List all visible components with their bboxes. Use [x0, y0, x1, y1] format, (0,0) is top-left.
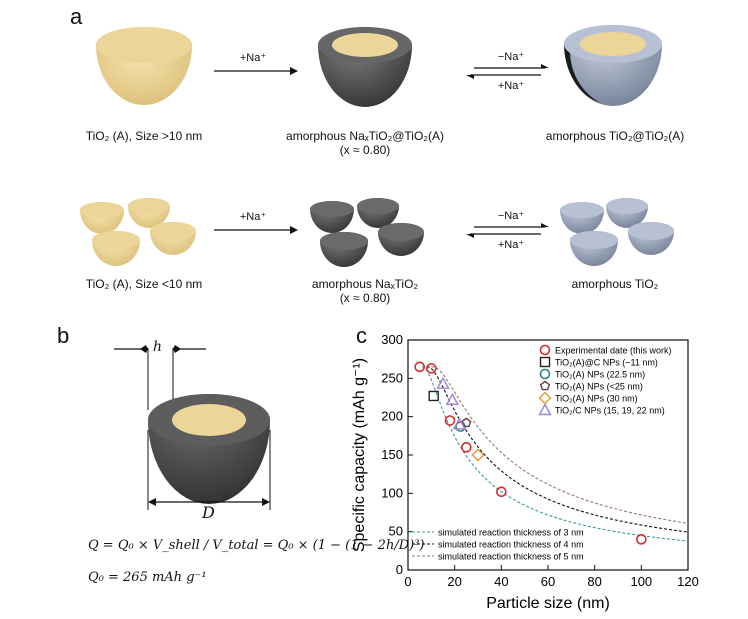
- x-tick-label: 80: [587, 574, 601, 589]
- data-point: [636, 534, 647, 545]
- data-point: [428, 390, 439, 402]
- caption-x-value-row1: (x ≈ 0.80): [339, 143, 391, 157]
- data-point: [452, 417, 467, 430]
- caption-tio2-large: TiO₂ (A), Size >10 nm: [85, 129, 203, 143]
- legend-marker: [539, 380, 551, 391]
- legend-curve-label: simulated reaction thickness of 3 nm: [438, 528, 584, 538]
- caption-amorphous-shell: amorphous TiO₂@TiO₂(A): [545, 129, 685, 143]
- x-tick-label: 40: [494, 574, 508, 589]
- legend-label: TiO₂/C NPs (15, 19, 22 nm): [555, 406, 665, 416]
- x-tick-label: 0: [404, 574, 411, 589]
- caption-amorphous-tio2: amorphous TiO₂: [571, 277, 659, 291]
- legend-label: TiO₂(A)@C NPs (~11 nm): [555, 358, 658, 368]
- arrow-label-row2-desodiation: −Na⁺: [497, 210, 525, 222]
- x-tick-label: 100: [630, 574, 652, 589]
- arrow-sodiation-row1: [214, 67, 298, 75]
- x-tick-label: 120: [677, 574, 699, 589]
- data-point: [496, 486, 507, 498]
- y-tick-label: 50: [389, 524, 403, 539]
- data-point: [444, 415, 456, 426]
- arrow-reversible-row2: [466, 223, 549, 238]
- capacity-chart: 0 20 40 60 80 100 120 0 50 100 150 200 250 300 Particl…: [351, 332, 699, 612]
- x-tick-label: 20: [447, 574, 461, 589]
- data-point: [445, 392, 460, 406]
- y-axis-label: Specific capacity (mAh g⁻¹): [351, 358, 368, 552]
- data-point: [414, 361, 425, 373]
- legend-label: Experimental date (this work): [555, 346, 672, 356]
- legend-label: TiO₂(A) NPs (22.5 nm): [555, 370, 645, 380]
- formula-q: Q = Q₀ × V_shell / V_total = Q₀ × (1 − (…: [88, 538, 425, 553]
- hemisphere-naxtio2-shell: [318, 27, 412, 107]
- data-point: [426, 363, 437, 374]
- label-d: D: [202, 503, 215, 522]
- legend-marker: [539, 368, 551, 380]
- legend-curve-label: simulated reaction thickness of 4 nm: [438, 540, 584, 550]
- small-hemispheres-amorphous-tio2: [560, 198, 674, 266]
- caption-tio2-small: TiO₂ (A), Size <10 nm: [85, 277, 203, 291]
- x-tick-label: 60: [541, 574, 555, 589]
- simulated-curve-5nm: [431, 366, 689, 524]
- caption-naxtio2: amorphous NaₓTiO₂: [311, 277, 419, 291]
- arrow-reversible-row1: [466, 64, 549, 79]
- legend-label: TiO₂(A) NPs (30 nm): [555, 394, 638, 404]
- panel-a-letter: a: [70, 4, 83, 29]
- data-point: [461, 442, 472, 453]
- arrow-label-row2-resodiation: +Na⁺: [497, 239, 525, 251]
- panel-a-illustration: [80, 25, 674, 267]
- legend-marker: [539, 356, 551, 368]
- label-h: h: [153, 339, 163, 355]
- panel-c-letter: c: [356, 323, 367, 348]
- x-axis-label: Particle size (nm): [486, 595, 610, 612]
- small-hemispheres-naxtio2: [310, 198, 424, 267]
- small-hemispheres-tio2: [80, 198, 196, 266]
- panel-b-illustration: [114, 345, 271, 510]
- legend-marker: [538, 403, 552, 416]
- data-point: [461, 417, 472, 428]
- arrow-label-row1-desodiation: −Na⁺: [497, 51, 525, 63]
- arrow-label-row2-sodiation: +Na⁺: [239, 211, 267, 223]
- y-tick-label: 100: [381, 485, 403, 500]
- legend-label: TiO₂(A) NPs (<25 nm): [555, 382, 643, 392]
- y-tick-label: 200: [381, 409, 403, 424]
- formula-q0: Q₀ = 265 mAh g⁻¹: [88, 570, 207, 585]
- panel-b-letter: b: [57, 323, 70, 348]
- simulated-curve-4nm: [426, 366, 689, 533]
- arrow-label-row1-sodiation: +Na⁺: [239, 52, 267, 64]
- legend-marker: [539, 344, 551, 356]
- legend-marker: [538, 391, 552, 405]
- y-tick-label: 150: [381, 447, 403, 462]
- legend-curve-label: simulated reaction thickness of 5 nm: [438, 552, 584, 562]
- caption-x-value-row2: (x ≈ 0.80): [339, 291, 391, 305]
- hemisphere-amorphous-tio2-shell: [564, 25, 662, 106]
- data-point: [436, 376, 450, 389]
- caption-naxtio2-shell: amorphous NaₓTiO₂@TiO₂(A): [286, 129, 444, 143]
- hemisphere-tio2-large: [96, 27, 192, 105]
- y-tick-label: 300: [381, 332, 403, 347]
- arrow-label-row1-resodiation: +Na⁺: [497, 80, 525, 92]
- data-point: [471, 448, 485, 462]
- arrow-sodiation-row2: [214, 226, 298, 234]
- y-tick-label: 250: [381, 370, 403, 385]
- y-tick-label: 0: [396, 562, 403, 577]
